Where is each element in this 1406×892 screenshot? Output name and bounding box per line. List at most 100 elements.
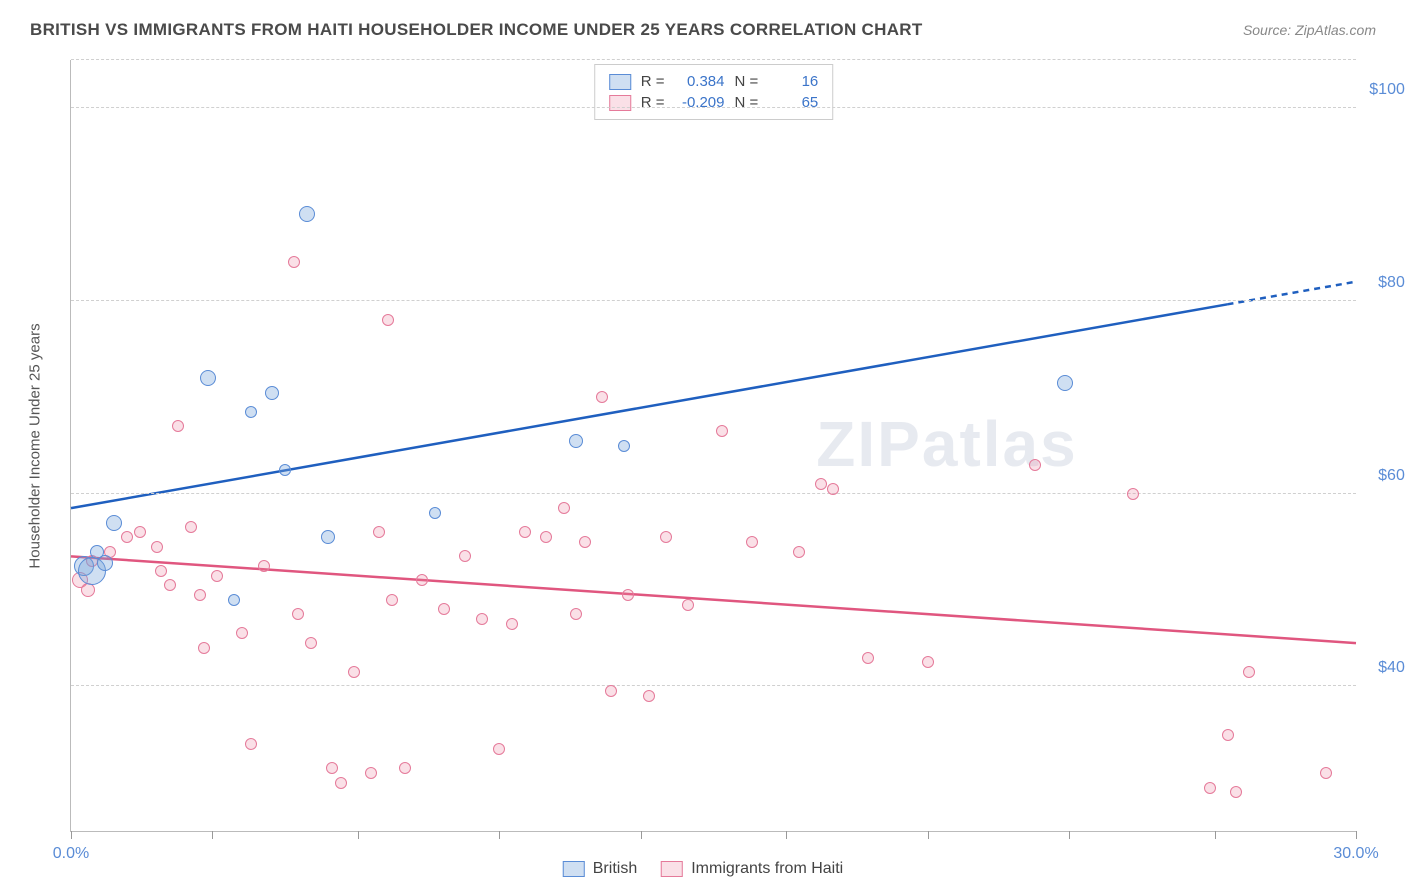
data-point (134, 526, 146, 538)
n-value-british: 16 (768, 73, 818, 90)
data-point (570, 608, 582, 620)
x-tick (1215, 831, 1216, 839)
y-axis-label: Householder Income Under 25 years (27, 323, 44, 568)
data-point (596, 391, 608, 403)
data-point (236, 627, 248, 639)
data-point (682, 599, 694, 611)
n-label: N = (735, 73, 759, 90)
data-point (1222, 729, 1234, 741)
data-point (164, 579, 176, 591)
data-point (279, 464, 291, 476)
data-point (321, 530, 335, 544)
x-tick (1069, 831, 1070, 839)
data-point (793, 546, 805, 558)
r-value-haiti: -0.209 (675, 94, 725, 111)
data-point (506, 618, 518, 630)
r-label: R = (641, 94, 665, 111)
data-point (540, 531, 552, 543)
data-point (1230, 786, 1242, 798)
data-point (558, 502, 570, 514)
y-tick-label: $100,000 (1369, 81, 1406, 99)
x-tick (212, 831, 213, 839)
data-point (569, 434, 583, 448)
trend-lines (71, 60, 1356, 831)
data-point (605, 685, 617, 697)
data-point (365, 767, 377, 779)
data-point (292, 608, 304, 620)
swatch-british-icon (563, 861, 585, 877)
data-point (326, 762, 338, 774)
legend-row-british: R = 0.384 N = 16 (609, 71, 819, 92)
data-point (519, 526, 531, 538)
y-tick-label: $80,000 (1378, 274, 1406, 292)
data-point (172, 420, 184, 432)
swatch-haiti-icon (661, 861, 683, 877)
data-point (348, 666, 360, 678)
data-point (185, 521, 197, 533)
data-point (382, 314, 394, 326)
data-point (1204, 782, 1216, 794)
x-tick-label: 0.0% (53, 845, 89, 863)
y-tick-label: $40,000 (1378, 659, 1406, 677)
data-point (211, 570, 223, 582)
legend-label-british: British (593, 860, 637, 878)
data-point (335, 777, 347, 789)
x-tick (641, 831, 642, 839)
y-tick-label: $60,000 (1378, 467, 1406, 485)
legend-item-british: British (563, 860, 637, 878)
data-point (151, 541, 163, 553)
data-point (1057, 375, 1073, 391)
swatch-british (609, 74, 631, 90)
data-point (643, 690, 655, 702)
data-point (1243, 666, 1255, 678)
data-point (922, 656, 934, 668)
data-point (81, 583, 95, 597)
data-point (200, 370, 216, 386)
plot-region: ZIPatlas R = 0.384 N = 16 R = -0.209 N =… (70, 60, 1356, 832)
data-point (716, 425, 728, 437)
source-label: Source: ZipAtlas.com (1243, 22, 1376, 38)
watermark: ZIPatlas (816, 407, 1077, 481)
data-point (245, 406, 257, 418)
data-point (121, 531, 133, 543)
n-value-haiti: 65 (768, 94, 818, 111)
x-tick (71, 831, 72, 839)
data-point (194, 589, 206, 601)
data-point (288, 256, 300, 268)
data-point (373, 526, 385, 538)
data-point (827, 483, 839, 495)
r-value-british: 0.384 (675, 73, 725, 90)
data-point (815, 478, 827, 490)
data-point (622, 589, 634, 601)
n-label: N = (735, 94, 759, 111)
correlation-legend: R = 0.384 N = 16 R = -0.209 N = 65 (594, 64, 834, 120)
data-point (1320, 767, 1332, 779)
data-point (198, 642, 210, 654)
data-point (305, 637, 317, 649)
legend-label-haiti: Immigrants from Haiti (691, 860, 843, 878)
data-point (618, 440, 630, 452)
legend-item-haiti: Immigrants from Haiti (661, 860, 843, 878)
data-point (1029, 459, 1041, 471)
grid-line (71, 300, 1356, 301)
data-point (265, 386, 279, 400)
chart-area: ZIPatlas R = 0.384 N = 16 R = -0.209 N =… (70, 60, 1356, 832)
grid-line (71, 107, 1356, 108)
data-point (90, 545, 104, 559)
x-tick (499, 831, 500, 839)
legend-row-haiti: R = -0.209 N = 65 (609, 92, 819, 113)
series-legend: British Immigrants from Haiti (563, 860, 843, 878)
r-label: R = (641, 73, 665, 90)
grid-line (71, 685, 1356, 686)
data-point (258, 560, 270, 572)
data-point (476, 613, 488, 625)
x-tick (358, 831, 359, 839)
x-tick (928, 831, 929, 839)
data-point (1127, 488, 1139, 500)
data-point (299, 206, 315, 222)
data-point (228, 594, 240, 606)
data-point (245, 738, 257, 750)
grid-line (71, 493, 1356, 494)
grid-line (71, 59, 1356, 60)
data-point (416, 574, 428, 586)
